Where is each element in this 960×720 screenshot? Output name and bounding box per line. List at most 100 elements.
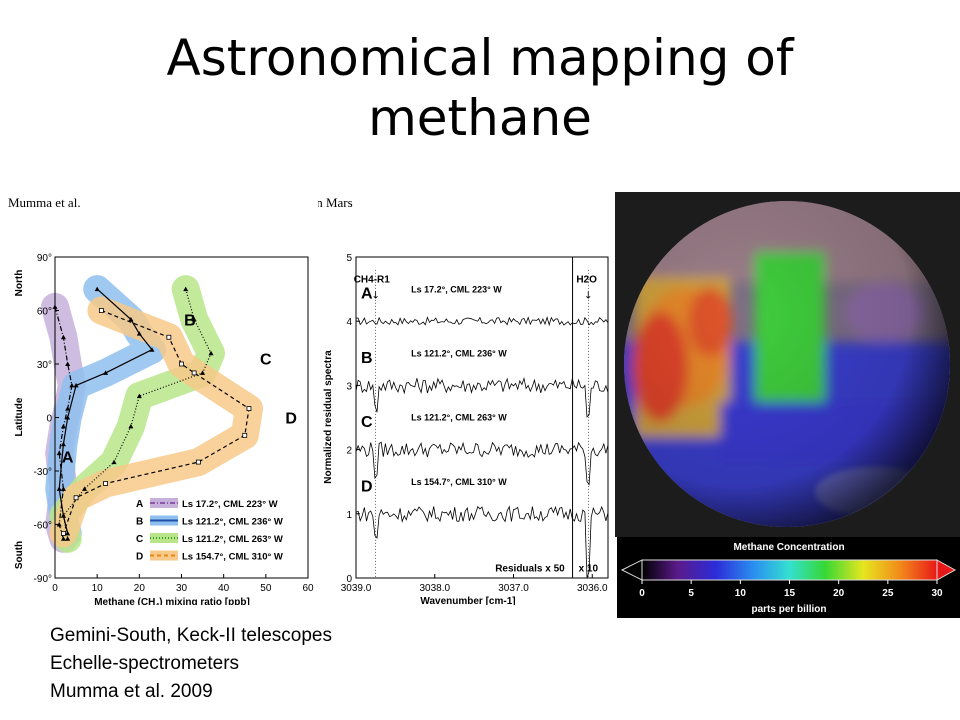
cb-tick-label-5: 5	[688, 588, 694, 599]
y-tick-label-5: -60°	[34, 521, 52, 532]
x-tick-label-30: 30	[176, 583, 188, 594]
spectrum-C	[355, 441, 609, 486]
point-B-3	[149, 347, 155, 352]
plot-frame-mid	[355, 256, 609, 579]
y-tick-label-3: 0	[46, 414, 52, 425]
spectrum-letter-B: B	[361, 350, 373, 367]
caption-line-2: Echelle-spectrometers	[50, 653, 240, 674]
mid-y-tick-label-3: 3	[346, 381, 352, 392]
series-line-D	[62, 309, 250, 534]
point-C-5	[128, 423, 134, 429]
spectrum-label-B: Ls 121.2°, CML 236° W	[411, 349, 507, 359]
x-tick-label-0: 0	[52, 583, 58, 594]
point-C-1	[191, 316, 197, 322]
legend-key-C: C	[136, 534, 143, 545]
legend-label-A: Ls 17.2°, CML 223° W	[182, 499, 278, 510]
point-A-4	[65, 406, 71, 411]
y-axis-title-left: Latitude	[14, 397, 25, 436]
point-D-4	[246, 406, 252, 411]
mid-y-tick-label-4: 4	[346, 317, 352, 328]
point-B-7	[60, 441, 66, 447]
series-label-C: C	[260, 352, 272, 369]
x-axis-title-left: Methane (CH4) mixing ratio [ppb]	[94, 597, 250, 605]
cb-tick-label-10: 10	[735, 588, 747, 599]
x-tick-label-20: 20	[134, 583, 146, 594]
point-D-8	[73, 495, 79, 501]
spectrum-letter-C: C	[361, 414, 373, 431]
mid-y-tick-label-1: 1	[346, 510, 352, 521]
caption-line-1: Gemini-South, Keck-II telescopes	[50, 625, 332, 646]
residuals-annotation: Residuals x 50	[495, 564, 565, 575]
spectrum-letter-D: D	[361, 478, 373, 495]
colorbar-ramp	[641, 559, 938, 581]
point-B-0	[94, 286, 100, 292]
mid-x-tick-label-3039.0: 3039.0	[341, 583, 372, 594]
point-C-6	[111, 459, 117, 465]
slide-title-text: Astronomical mapping of methane	[166, 29, 794, 147]
y-axis-title-mid: Normalized residual spectra	[323, 350, 334, 484]
legend-key-D: D	[136, 552, 143, 563]
ch4-annotation: CH4-R1	[354, 275, 391, 286]
cb-tick-label-15: 15	[784, 588, 796, 599]
point-D-0	[98, 308, 104, 313]
y-tick-label-2: 30°	[37, 360, 52, 371]
y-tick-label-4: -30°	[34, 467, 52, 478]
point-A-9	[60, 536, 66, 541]
spectrum-letter-A: A	[361, 286, 373, 303]
y-tick-label-0: 90°	[37, 253, 52, 264]
spectrum-A	[355, 316, 609, 327]
point-A-1	[60, 334, 66, 340]
spectrum-B	[355, 377, 609, 418]
mid-y-tick-label-5: 5	[346, 253, 352, 264]
legend-label-D: Ls 154.7°, CML 310° W	[182, 552, 283, 563]
series-label-A: A	[62, 450, 74, 467]
methane-colorbar: Methane Concentration 0 5 10 15 20 25 30 parts…	[617, 537, 960, 618]
series-line-A	[54, 306, 73, 539]
x-tick-label-50: 50	[260, 583, 272, 594]
legend-swatch-C	[150, 533, 178, 543]
mid-y-tick-label-0: 0	[346, 574, 352, 585]
point-C-8	[60, 513, 66, 518]
colorbar-title: Methane Concentration	[733, 542, 844, 553]
x-tick-label-10: 10	[92, 583, 104, 594]
x-tick-label-60: 60	[302, 583, 314, 594]
caption: Gemini-South, Keck-II telescopes Echelle…	[50, 622, 332, 706]
y-tick-label-1: 60°	[37, 307, 52, 318]
ch4-arrow: ↓	[371, 291, 379, 302]
point-D-1	[166, 334, 172, 340]
point-D-9	[61, 531, 66, 536]
legend-label-B: Ls 121.2°, CML 236° W	[182, 517, 283, 528]
figure-header-left: Mumma et al.	[8, 195, 81, 210]
point-C-9	[65, 536, 71, 541]
point-A-5	[60, 423, 66, 429]
legend-key-A: A	[136, 499, 143, 510]
y-axis-north: North	[14, 270, 25, 297]
x-tick-label-40: 40	[218, 583, 230, 594]
point-A-6	[56, 450, 62, 456]
series-line-C	[62, 288, 212, 539]
y-axis-south: South	[14, 541, 25, 569]
mars-methane-map	[615, 192, 960, 537]
point-B-6	[65, 415, 71, 420]
spectrum-label-D: Ls 154.7°, CML 310° W	[411, 477, 507, 487]
series-label-D: D	[285, 411, 297, 428]
colorbar-unit-label: parts per billion	[751, 604, 826, 615]
point-C-2	[208, 350, 214, 356]
h2o-annotation: H2O	[576, 275, 597, 286]
cb-tick-label-25: 25	[882, 588, 894, 599]
point-A-7	[60, 486, 66, 491]
legend-label-C: Ls 121.2°, CML 263° W	[182, 534, 283, 545]
point-C-0	[183, 286, 189, 292]
point-B-2	[136, 331, 142, 336]
point-A-3	[69, 382, 75, 388]
cb-tick-label-30: 30	[931, 588, 943, 599]
point-B-1	[128, 316, 134, 322]
point-D-2	[179, 361, 184, 367]
point-D-3	[191, 370, 197, 376]
point-D-6	[195, 459, 201, 465]
mid-y-tick-label-2: 2	[346, 446, 352, 457]
h2o-arrow: ↓	[584, 291, 592, 302]
point-A-0	[52, 304, 58, 309]
figure-header-right: Methane on Mars	[318, 195, 353, 210]
point-C-3	[200, 370, 206, 375]
